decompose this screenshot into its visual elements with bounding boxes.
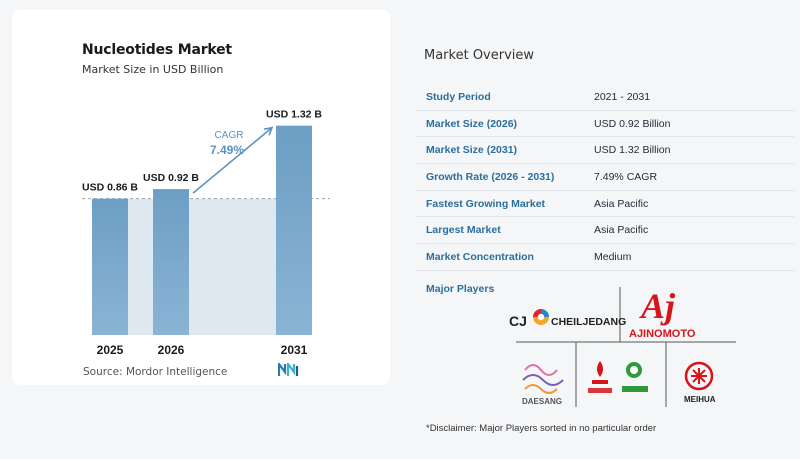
- cj-mark: CJ: [509, 313, 527, 329]
- data-label-2026: USD 0.92 B: [143, 172, 199, 184]
- overview-title: Market Overview: [424, 48, 535, 63]
- overview-row-value: USD 0.92 Billion: [594, 117, 671, 130]
- cagr-value: 7.49%: [210, 143, 244, 157]
- overview-row-value: Medium: [594, 250, 632, 263]
- guangji-xingxiang-logo-icon: [588, 361, 648, 393]
- overview-row-label: Study Period: [426, 90, 491, 103]
- meihua-name: MEIHUA: [684, 395, 716, 404]
- overview-row: Largest Market Asia Pacific: [416, 217, 794, 245]
- cagr-label: CAGR: [215, 130, 244, 141]
- source-text: Source: Mordor Intelligence: [83, 366, 228, 378]
- overview-row-label: Growth Rate (2026 - 2031): [426, 170, 555, 183]
- daesang-name: DAESANG: [522, 397, 562, 406]
- overview-table: Study Period 2021 - 2031 Market Size (2026…: [416, 84, 794, 271]
- overview-row: Market Concentration Medium: [416, 244, 794, 271]
- meihua-logo-icon: MEIHUA: [684, 361, 716, 404]
- disclaimer-text: *Disclaimer: Major Players sorted in no …: [426, 423, 657, 434]
- cagr-arrowhead: [263, 126, 274, 136]
- overview-row-label: Market Size (2031): [426, 144, 518, 157]
- overview-row: Fastest Growing Market Asia Pacific: [416, 191, 794, 218]
- overview-row: Market Size (2031) USD 1.32 Billion: [416, 137, 794, 165]
- aji-mark: Aj: [639, 286, 676, 326]
- chart-subtitle: Market Size in USD Billion: [82, 63, 224, 76]
- cagr-arrow: [192, 127, 273, 194]
- ajinomoto-logo-icon: Aj AJINOMOTO: [629, 286, 696, 340]
- cj-name: CHEILJEDANG: [551, 316, 626, 328]
- cj-cheiljedang-logo-icon: CJ CHEILJEDANG: [509, 309, 626, 329]
- data-label-2025: USD 0.86 B: [82, 182, 138, 194]
- daesang-logo-icon: DAESANG: [522, 364, 564, 406]
- overview-row-value: Asia Pacific: [594, 197, 649, 210]
- overview-row: Market Size (2026) USD 0.92 Billion: [416, 111, 794, 138]
- overview-row-label: Fastest Growing Market: [426, 197, 546, 210]
- bar-2025: [92, 198, 128, 335]
- overview-row-label: Largest Market: [426, 224, 501, 237]
- tick-label-2031: 2031: [281, 343, 308, 357]
- tick-label-2026: 2026: [158, 343, 185, 357]
- bar-2031: [276, 125, 312, 335]
- overview-row-label: Market Size (2026): [426, 117, 518, 130]
- bar-2026: [153, 189, 189, 335]
- aji-name: AJINOMOTO: [629, 328, 696, 340]
- overview-row-value: USD 1.32 Billion: [594, 144, 671, 157]
- reference-band: [92, 198, 312, 335]
- mordor-logo-icon: [278, 363, 299, 376]
- overview-row-value: 2021 - 2031: [594, 90, 651, 103]
- overview-row: Study Period 2021 - 2031: [416, 84, 794, 111]
- major-players-label: Major Players: [426, 283, 495, 295]
- data-label-2031: USD 1.32 B: [266, 109, 322, 121]
- overview-row-value: 7.49% CAGR: [594, 170, 658, 183]
- overview-row-label: Market Concentration: [426, 250, 534, 263]
- overview-row: Growth Rate (2026 - 2031) 7.49% CAGR: [416, 164, 794, 191]
- overview-row-value: Asia Pacific: [594, 224, 649, 237]
- chart-title: Nucleotides Market: [82, 42, 232, 58]
- bar-chart: USD 0.86 B 2025 USD 0.92 B 2026 USD 1.32 B 20…: [82, 109, 330, 357]
- tick-label-2025: 2025: [97, 343, 124, 357]
